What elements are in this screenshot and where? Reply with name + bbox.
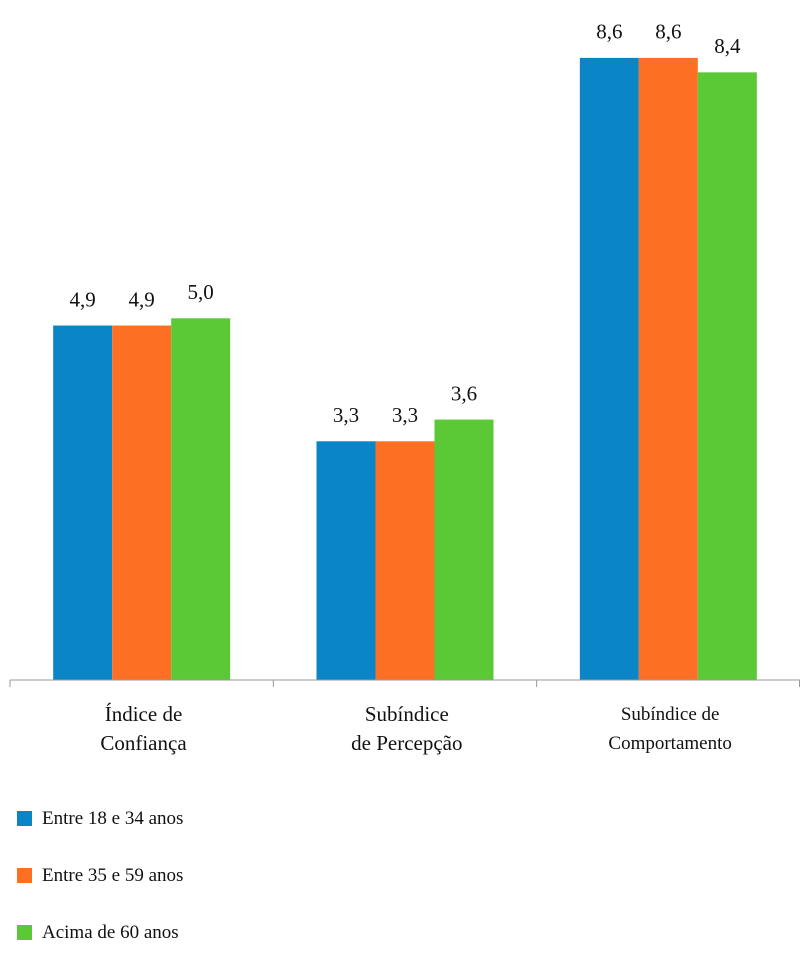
legend-label: Entre 18 e 34 anos — [42, 807, 184, 829]
value-label: 3,3 — [392, 403, 418, 427]
legend-item: Entre 18 e 34 anos — [17, 790, 183, 847]
value-label: 4,9 — [70, 287, 96, 311]
value-label: 8,6 — [596, 20, 622, 44]
value-label: 5,0 — [188, 280, 214, 304]
bar — [112, 325, 172, 680]
bar — [697, 72, 757, 680]
legend-swatch — [17, 868, 32, 883]
bar — [638, 57, 698, 681]
value-label: 8,6 — [655, 20, 681, 44]
legend-swatch — [17, 925, 32, 940]
value-label: 4,9 — [129, 287, 155, 311]
bar — [434, 419, 494, 680]
value-label: 8,4 — [714, 34, 741, 58]
x-tick-label: Subíndice de Percepção — [351, 702, 463, 755]
legend-item: Entre 35 e 59 anos — [17, 847, 183, 904]
legend-label: Acima de 60 anos — [42, 921, 179, 943]
bar — [375, 441, 435, 680]
value-label: 3,6 — [451, 381, 477, 405]
bar — [579, 57, 639, 681]
bar — [316, 441, 376, 680]
bar — [171, 318, 231, 680]
legend-label: Entre 35 e 59 anos — [42, 864, 184, 886]
legend-swatch — [17, 811, 32, 826]
x-tick-label: Índice de Confiança — [100, 702, 187, 755]
x-tick-label: Subíndice de Comportamento — [608, 704, 732, 754]
legend-item: Acima de 60 anos — [17, 904, 183, 960]
bar — [53, 325, 113, 680]
legend: Entre 18 e 34 anos Entre 35 e 59 anos Acim… — [17, 790, 183, 960]
value-label: 3,3 — [333, 403, 359, 427]
